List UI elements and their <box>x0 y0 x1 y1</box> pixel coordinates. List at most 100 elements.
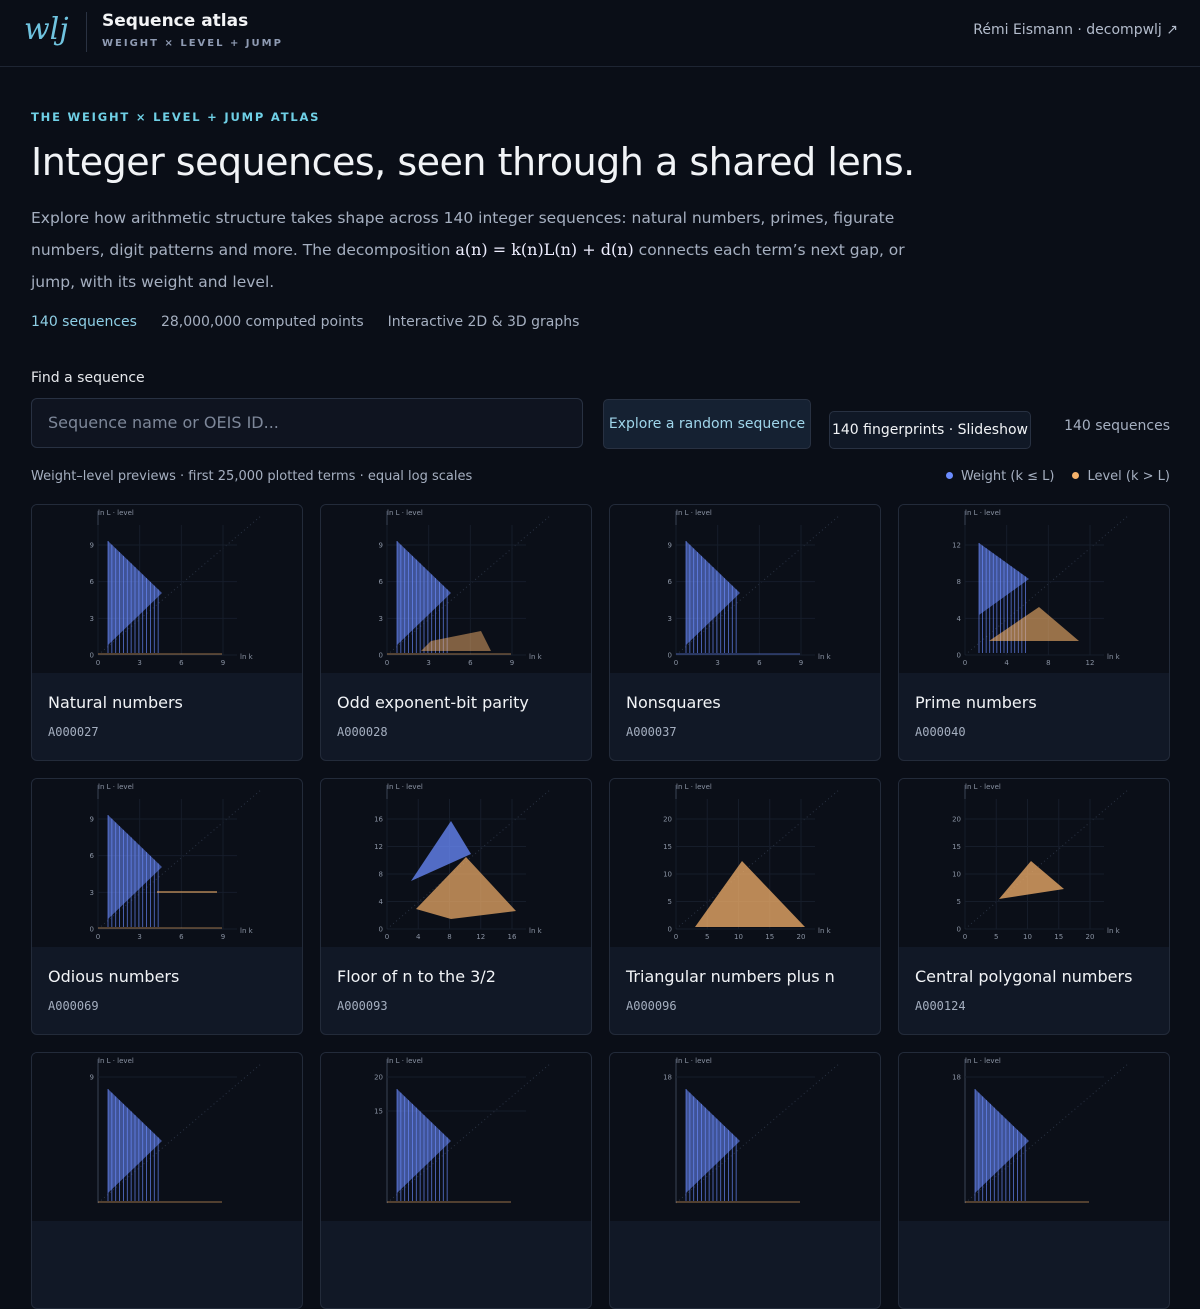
y-axis-label: ln L · level <box>387 509 423 517</box>
point-cloud <box>989 607 1079 641</box>
description: Explore how arithmetic structure takes s… <box>31 202 941 298</box>
stat: 28,000,000 computed points <box>160 314 364 330</box>
point-cloud <box>686 541 740 645</box>
logo[interactable]: wlj <box>24 12 69 47</box>
y-tick-label: 20 <box>374 1074 383 1082</box>
site-title[interactable]: Sequence atlas <box>102 11 249 31</box>
y-tick-label: 15 <box>952 843 961 851</box>
diagonal <box>964 788 1130 930</box>
sequence-card[interactable]: ln L · level ln k 0 3 6 9 0 3 6 9 Natural numbers A… <box>31 504 303 761</box>
x-axis-label: ln k <box>1107 927 1121 935</box>
x-tick-label: 15 <box>1054 933 1063 941</box>
point-cloud <box>695 861 805 927</box>
divider <box>86 12 87 52</box>
y-tick-label: 6 <box>379 578 384 586</box>
preview: ln L · level 9 <box>32 1053 302 1221</box>
card-id: A000028 <box>337 725 388 739</box>
y-tick-label: 0 <box>668 926 672 934</box>
x-tick-label: 9 <box>799 659 803 667</box>
preview: ln L · level ln k 0 5 10 15 20 0 5 10 15 20 <box>899 779 1169 947</box>
search-input[interactable]: Sequence name or OEIS ID... <box>31 398 583 448</box>
sequence-card[interactable]: ln L · level 18 <box>898 1052 1170 1309</box>
legend-item: Level (k > L) <box>1072 469 1170 484</box>
eyebrow: THE WEIGHT × LEVEL + JUMP ATLAS <box>31 110 321 124</box>
y-tick-label: 0 <box>90 652 94 660</box>
y-tick-label: 5 <box>668 898 672 906</box>
x-tick-label: 5 <box>705 933 709 941</box>
y-tick-label: 18 <box>952 1074 961 1082</box>
y-tick-label: 3 <box>90 889 94 897</box>
legend-label: Level (k > L) <box>1087 469 1170 484</box>
point-cloud <box>416 857 516 919</box>
x-tick-label: 15 <box>765 933 774 941</box>
y-tick-label: 6 <box>668 578 673 586</box>
y-tick-label: 15 <box>663 843 672 851</box>
x-tick-label: 6 <box>179 933 184 941</box>
x-axis-label: ln k <box>818 927 832 935</box>
preview: ln L · level ln k 0 4 8 12 16 0 4 8 12 16 <box>321 779 591 947</box>
sequence-card[interactable]: ln L · level ln k 0 3 6 9 0 3 6 9 Odd exponent-bit… <box>320 504 592 761</box>
x-axis-label: ln k <box>1107 653 1121 661</box>
y-tick-label: 0 <box>957 926 961 934</box>
y-tick-label: 9 <box>668 542 672 550</box>
random-button[interactable]: Explore a random sequence <box>603 399 811 449</box>
x-tick-label: 3 <box>426 659 430 667</box>
sequence-card[interactable]: ln L · level 9 <box>31 1052 303 1309</box>
sequence-card[interactable]: ln L · level 15 20 <box>320 1052 592 1309</box>
y-tick-label: 0 <box>90 926 94 934</box>
result-count: 140 sequences <box>1064 418 1170 434</box>
x-tick-label: 10 <box>734 933 743 941</box>
card-id: A000040 <box>915 725 966 739</box>
point-cloud <box>979 543 1029 615</box>
y-tick-label: 0 <box>668 652 672 660</box>
x-tick-label: 4 <box>1004 659 1009 667</box>
x-axis-label: ln k <box>529 653 543 661</box>
legend-item: Weight (k ≤ L) <box>945 469 1054 484</box>
x-tick-label: 0 <box>96 659 100 667</box>
y-tick-label: 9 <box>90 1074 94 1082</box>
sequence-card[interactable]: ln L · level ln k 0 3 6 9 0 3 6 9 Nonsquares A00003… <box>609 504 881 761</box>
point-cloud <box>108 815 162 919</box>
y-tick-label: 12 <box>952 542 961 550</box>
y-tick-label: 15 <box>374 1108 383 1116</box>
legend-dot <box>1072 472 1080 479</box>
point-cloud <box>397 541 451 645</box>
x-tick-label: 20 <box>1086 933 1095 941</box>
top-bar: wlj Sequence atlas WEIGHT × LEVEL + JUMP… <box>0 0 1200 67</box>
sequence-card[interactable]: ln L · level ln k 0 5 10 15 20 0 5 10 15 20 Triangul… <box>609 778 881 1035</box>
author-link[interactable]: Rémi Eismann · decompwlj ↗ <box>973 22 1178 38</box>
sequence-card[interactable]: ln L · level ln k 0 3 6 9 0 3 6 9 Odious numbers A0… <box>31 778 303 1035</box>
y-axis-label: ln L · level <box>676 783 712 791</box>
card-title: Floor of n to the 3/2 <box>337 967 496 986</box>
y-axis-label: ln L · level <box>387 1057 423 1065</box>
x-tick-label: 6 <box>468 659 473 667</box>
y-axis-label: ln L · level <box>676 509 712 517</box>
card-id: A000069 <box>48 999 99 1013</box>
slideshow-button[interactable]: 140 fingerprints · Slideshow <box>829 411 1031 449</box>
y-axis-label: ln L · level <box>387 783 423 791</box>
y-tick-label: 9 <box>90 542 94 550</box>
y-tick-label: 10 <box>663 871 672 879</box>
sequence-card[interactable]: ln L · level ln k 0 5 10 15 20 0 5 10 15 20 Central … <box>898 778 1170 1035</box>
y-axis-label: ln L · level <box>98 1057 134 1065</box>
stat: Interactive 2D & 3D graphs <box>387 314 580 330</box>
x-tick-label: 5 <box>994 933 998 941</box>
card-id: A000124 <box>915 999 966 1013</box>
card-title: Odd exponent-bit parity <box>337 693 529 712</box>
y-tick-label: 8 <box>379 871 383 879</box>
preview: ln L · level ln k 0 3 6 9 0 3 6 9 <box>610 505 880 673</box>
x-tick-label: 0 <box>963 659 967 667</box>
y-tick-label: 0 <box>379 652 383 660</box>
sequence-card[interactable]: ln L · level ln k 0 4 8 12 0 4 8 12 Prime numbers A… <box>898 504 1170 761</box>
y-tick-label: 0 <box>379 926 383 934</box>
preview: ln L · level ln k 0 4 8 12 0 4 8 12 <box>899 505 1169 673</box>
sequence-card[interactable]: ln L · level 18 <box>609 1052 881 1309</box>
x-tick-label: 16 <box>508 933 517 941</box>
preview: ln L · level 18 <box>610 1053 880 1221</box>
sequence-card[interactable]: ln L · level ln k 0 4 8 12 16 0 4 8 12 16 Floor of n… <box>320 778 592 1035</box>
x-tick-label: 0 <box>674 933 678 941</box>
x-tick-label: 20 <box>797 933 806 941</box>
x-tick-label: 12 <box>1086 659 1095 667</box>
